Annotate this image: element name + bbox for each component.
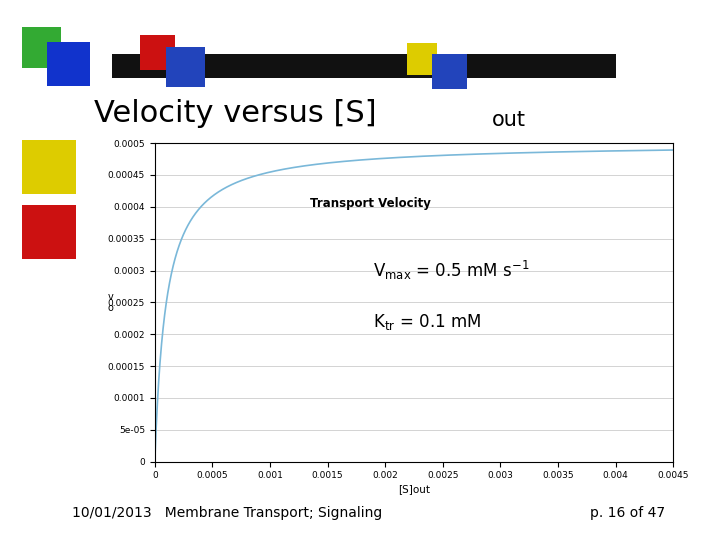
Text: 10/01/2013   Membrane Transport; Signaling: 10/01/2013 Membrane Transport; Signaling (72, 507, 382, 520)
Bar (22, 140, 76, 194)
Bar (140, 35, 175, 70)
Y-axis label: v
o: v o (107, 292, 114, 313)
Text: p. 16 of 47: p. 16 of 47 (590, 507, 665, 520)
X-axis label: [S]out: [S]out (398, 484, 430, 495)
Text: $\mathregular{V_{max}}$ = 0.5 mM s$^{-1}$: $\mathregular{V_{max}}$ = 0.5 mM s$^{-1}… (372, 259, 529, 282)
Bar (166, 47, 205, 87)
Bar (22, 205, 76, 259)
Text: out: out (492, 110, 526, 131)
Text: Transport Velocity: Transport Velocity (310, 197, 431, 210)
Bar (22, 27, 61, 68)
Bar (407, 43, 437, 75)
Bar (47, 42, 90, 86)
Bar (432, 54, 467, 89)
Text: $\mathregular{K_{tr}}$ = 0.1 mM: $\mathregular{K_{tr}}$ = 0.1 mM (372, 312, 480, 332)
Bar (112, 54, 616, 78)
Text: Velocity versus [S]: Velocity versus [S] (94, 99, 377, 128)
